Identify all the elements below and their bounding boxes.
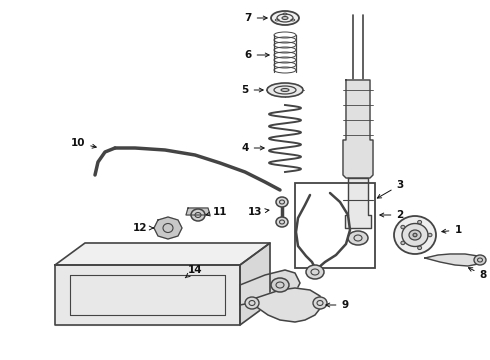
- Ellipse shape: [267, 83, 303, 97]
- Polygon shape: [55, 243, 270, 265]
- Bar: [295, 183, 375, 268]
- Text: 6: 6: [245, 50, 269, 60]
- Polygon shape: [186, 208, 210, 215]
- Ellipse shape: [402, 224, 428, 247]
- Polygon shape: [154, 217, 182, 239]
- Text: 1: 1: [442, 225, 462, 235]
- Polygon shape: [345, 178, 371, 228]
- Ellipse shape: [417, 246, 421, 249]
- Ellipse shape: [306, 265, 324, 279]
- Text: 5: 5: [242, 85, 263, 95]
- Ellipse shape: [271, 278, 289, 292]
- Ellipse shape: [191, 209, 205, 221]
- Ellipse shape: [281, 89, 289, 91]
- Polygon shape: [240, 270, 300, 305]
- Text: 12: 12: [133, 223, 153, 233]
- Polygon shape: [250, 288, 322, 322]
- Text: 10: 10: [71, 138, 96, 148]
- Ellipse shape: [401, 225, 405, 229]
- Ellipse shape: [394, 216, 436, 254]
- Ellipse shape: [276, 217, 288, 227]
- Text: 13: 13: [248, 207, 269, 217]
- Ellipse shape: [276, 197, 288, 207]
- Ellipse shape: [413, 233, 417, 237]
- Ellipse shape: [401, 241, 405, 245]
- Ellipse shape: [409, 230, 421, 240]
- Ellipse shape: [348, 231, 368, 245]
- Text: 8: 8: [468, 268, 487, 280]
- Text: 7: 7: [245, 13, 267, 23]
- Ellipse shape: [313, 297, 327, 309]
- Polygon shape: [343, 80, 373, 178]
- Polygon shape: [240, 243, 270, 325]
- Ellipse shape: [428, 233, 432, 237]
- Text: 4: 4: [241, 143, 264, 153]
- Text: 3: 3: [377, 180, 404, 198]
- Ellipse shape: [282, 17, 288, 19]
- Ellipse shape: [271, 11, 299, 25]
- Ellipse shape: [474, 255, 486, 265]
- Ellipse shape: [417, 220, 421, 224]
- Ellipse shape: [245, 297, 259, 309]
- Polygon shape: [425, 254, 483, 266]
- Text: 9: 9: [326, 300, 348, 310]
- Text: 14: 14: [185, 265, 202, 278]
- Text: 2: 2: [380, 210, 404, 220]
- Polygon shape: [55, 265, 240, 325]
- Text: 11: 11: [206, 207, 227, 217]
